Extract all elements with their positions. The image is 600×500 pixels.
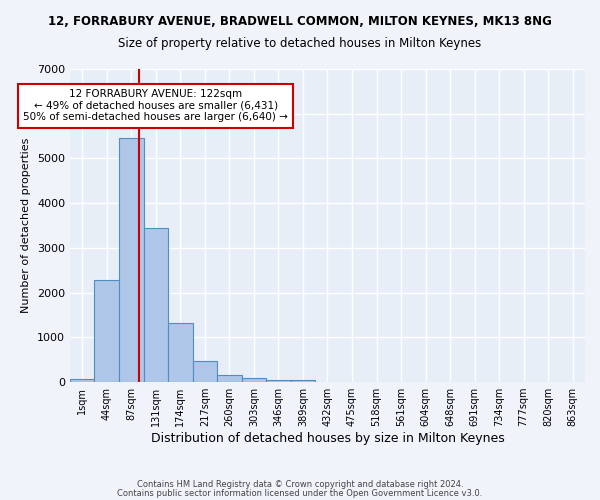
Y-axis label: Number of detached properties: Number of detached properties	[22, 138, 31, 313]
Bar	[193, 361, 217, 382]
Text: 12 FORRABURY AVENUE: 122sqm
← 49% of detached houses are smaller (6,431)
50% of : 12 FORRABURY AVENUE: 122sqm ← 49% of det…	[23, 89, 288, 122]
X-axis label: Distribution of detached houses by size in Milton Keynes: Distribution of detached houses by size …	[151, 432, 505, 445]
Text: 12, FORRABURY AVENUE, BRADWELL COMMON, MILTON KEYNES, MK13 8NG: 12, FORRABURY AVENUE, BRADWELL COMMON, M…	[48, 15, 552, 28]
Bar	[143, 228, 168, 382]
Bar	[119, 138, 143, 382]
Text: Contains public sector information licensed under the Open Government Licence v3: Contains public sector information licen…	[118, 488, 482, 498]
Bar	[242, 378, 266, 382]
Bar	[168, 324, 193, 382]
Text: Size of property relative to detached houses in Milton Keynes: Size of property relative to detached ho…	[118, 38, 482, 51]
Bar	[217, 375, 242, 382]
Bar	[290, 380, 315, 382]
Bar	[94, 280, 119, 382]
Bar	[266, 380, 290, 382]
Text: Contains HM Land Registry data © Crown copyright and database right 2024.: Contains HM Land Registry data © Crown c…	[137, 480, 463, 489]
Bar	[70, 378, 94, 382]
